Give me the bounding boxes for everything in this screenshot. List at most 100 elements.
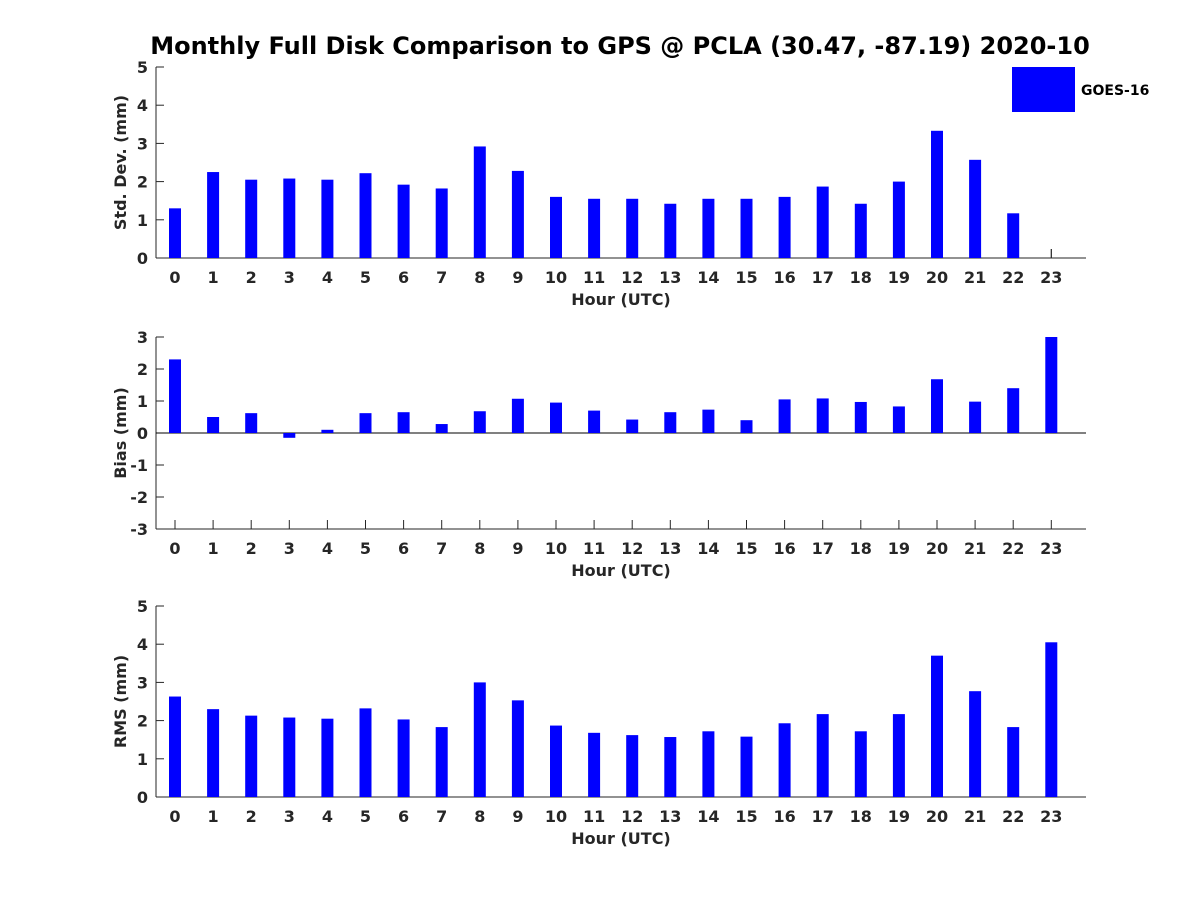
y-axis-label: Bias (mm): [111, 387, 130, 479]
y-tick-label: 4: [137, 635, 148, 654]
x-tick-label: 23: [1040, 268, 1062, 287]
x-tick-label: 8: [474, 268, 485, 287]
bar-hour-5: [359, 413, 372, 433]
y-axis-label: Std. Dev. (mm): [111, 95, 130, 230]
bar-hour-22: [1007, 213, 1020, 258]
x-tick-label: 18: [850, 539, 872, 558]
bar-hour-17: [816, 186, 829, 258]
x-tick-label: 20: [926, 268, 948, 287]
bar-hour-21: [969, 401, 982, 433]
y-tick-label: 1: [137, 750, 148, 769]
y-tick-label: 3: [137, 673, 148, 692]
x-tick-label: 13: [659, 268, 681, 287]
bar-hour-2: [245, 413, 258, 433]
x-tick-label: 14: [697, 807, 719, 826]
bar-hour-19: [892, 181, 905, 258]
bar-hour-19: [892, 714, 905, 797]
bar-hour-23: [1045, 337, 1058, 433]
x-tick-label: 17: [812, 539, 834, 558]
x-tick-label: 9: [512, 539, 523, 558]
x-tick-label: 19: [888, 268, 910, 287]
bar-hour-5: [359, 708, 372, 797]
bar-hour-23: [1045, 642, 1058, 797]
bar-hour-14: [702, 198, 715, 258]
bar-hour-1: [207, 709, 220, 797]
bar-hour-13: [664, 412, 677, 433]
x-tick-label: 6: [398, 268, 409, 287]
x-tick-label: 4: [322, 807, 333, 826]
x-tick-label: 13: [659, 807, 681, 826]
x-tick-label: 9: [512, 268, 523, 287]
bar-hour-14: [702, 731, 715, 797]
x-tick-label: 2: [246, 539, 257, 558]
y-tick-label: 0: [137, 788, 148, 807]
bar-hour-3: [283, 717, 296, 797]
x-tick-label: 18: [850, 807, 872, 826]
bar-hour-18: [854, 203, 867, 258]
x-tick-label: 2: [246, 268, 257, 287]
bar-hour-4: [321, 718, 334, 797]
bar-hour-16: [778, 399, 791, 433]
bar-hour-15: [740, 198, 753, 258]
bar-hour-0: [169, 359, 181, 433]
y-tick-label: 4: [137, 96, 148, 115]
bar-hour-5: [359, 173, 372, 258]
x-tick-label: 16: [773, 268, 795, 287]
bar-hour-16: [778, 723, 791, 797]
bar-hour-1: [207, 172, 220, 258]
x-tick-label: 1: [208, 539, 219, 558]
bar-hour-2: [245, 179, 258, 258]
legend-label: GOES-16: [1081, 83, 1149, 99]
bar-hour-19: [892, 406, 905, 433]
legend-swatch: [1012, 67, 1075, 112]
bar-hour-13: [664, 737, 677, 797]
bar-hour-17: [816, 714, 829, 797]
bar-hour-11: [588, 198, 601, 258]
bar-hour-20: [931, 379, 943, 433]
x-tick-label: 22: [1002, 539, 1024, 558]
y-tick-label: 5: [137, 58, 148, 77]
y-tick-label: 3: [137, 328, 148, 347]
x-tick-label: 0: [169, 268, 180, 287]
bar-hour-6: [397, 412, 410, 433]
x-tick-label: 10: [545, 807, 567, 826]
bar-hour-10: [550, 402, 562, 433]
x-tick-label: 4: [322, 539, 333, 558]
bar-hour-8: [473, 411, 486, 433]
x-tick-label: 3: [284, 807, 295, 826]
x-tick-label: 6: [398, 539, 409, 558]
bar-hour-0: [169, 696, 181, 797]
x-tick-label: 2: [246, 807, 257, 826]
x-axis-label: Hour (UTC): [571, 829, 671, 848]
x-tick-label: 0: [169, 807, 180, 826]
x-axis-label: Hour (UTC): [571, 290, 671, 309]
x-tick-label: 5: [360, 539, 371, 558]
bar-hour-3: [283, 178, 296, 258]
x-tick-label: 21: [964, 807, 986, 826]
bar-hour-4: [321, 429, 334, 433]
x-tick-label: 21: [964, 539, 986, 558]
x-tick-label: 23: [1040, 807, 1062, 826]
x-tick-label: 11: [583, 268, 605, 287]
bar-hour-10: [550, 196, 562, 258]
bar-hour-8: [473, 146, 486, 258]
y-tick-label: 0: [137, 424, 148, 443]
bar-hour-20: [931, 655, 943, 797]
x-tick-label: 19: [888, 539, 910, 558]
bar-hour-12: [626, 735, 639, 797]
x-tick-label: 10: [545, 268, 567, 287]
y-tick-label: -2: [130, 488, 148, 507]
x-tick-label: 9: [512, 807, 523, 826]
bar-hour-18: [854, 731, 867, 797]
x-tick-label: 8: [474, 539, 485, 558]
bar-hour-2: [245, 715, 258, 797]
y-tick-label: 3: [137, 134, 148, 153]
bar-hour-7: [435, 424, 448, 433]
y-tick-label: -1: [130, 456, 148, 475]
x-tick-label: 1: [208, 268, 219, 287]
x-tick-label: 12: [621, 539, 643, 558]
chart-title: Monthly Full Disk Comparison to GPS @ PC…: [150, 32, 1090, 60]
bar-hour-21: [969, 159, 982, 258]
